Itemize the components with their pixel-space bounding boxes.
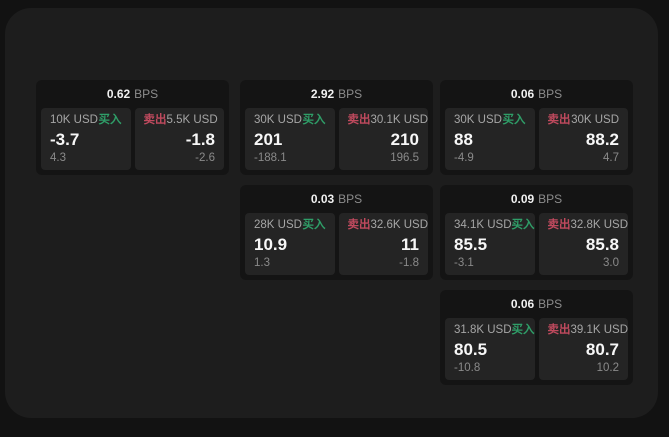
spread-value: 0.03	[310, 192, 335, 206]
buy-side-label: 买入	[98, 114, 122, 126]
buy-delta: -188.1	[254, 152, 287, 164]
spread-value: 0.09	[510, 192, 535, 206]
quote-panels: 28K USD 买入 10.9 1.3 卖出 32.6K USD 11 -1.8	[240, 213, 433, 280]
buy-side-label: 买入	[302, 114, 326, 126]
sell-panel[interactable]: 卖出 32.6K USD 11 -1.8	[338, 213, 429, 275]
sell-price: 210	[390, 129, 419, 149]
sell-panel[interactable]: 卖出 30.1K USD 210 196.5	[338, 108, 429, 170]
sell-notional: 32.8K USD	[570, 219, 629, 231]
sell-side-label: 卖出	[547, 324, 571, 336]
spread-unit: BPS	[338, 192, 363, 206]
sell-price: 11	[401, 234, 419, 254]
buy-panel[interactable]: 34.1K USD 买入 85.5 -3.1	[445, 213, 535, 275]
quote-card[interactable]: 0.06 BPS 30K USD 买入 88 -4.9 卖出 30K USD 8…	[440, 80, 633, 175]
quote-card[interactable]: 0.06 BPS 31.8K USD 买入 80.5 -10.8 卖出 39.1…	[440, 290, 633, 385]
sell-side-label: 卖出	[143, 114, 167, 126]
card-header: 0.06 BPS	[440, 80, 633, 108]
sell-notional: 32.6K USD	[370, 219, 429, 231]
sell-notional: 39.1K USD	[570, 324, 629, 336]
quote-card[interactable]: 0.09 BPS 34.1K USD 买入 85.5 -3.1 卖出 32.8K…	[440, 185, 633, 280]
sell-delta: -1.8	[399, 257, 419, 269]
buy-panel[interactable]: 28K USD 买入 10.9 1.3	[245, 213, 335, 275]
buy-notional: 31.8K USD	[454, 324, 512, 336]
card-header: 0.03 BPS	[240, 185, 433, 213]
spread-unit: BPS	[538, 192, 563, 206]
app-surface: 0.62 BPS 10K USD 买入 -3.7 4.3 卖出 5.5K USD…	[5, 8, 658, 418]
sell-price: 85.8	[585, 234, 619, 254]
sell-delta: 10.2	[596, 362, 619, 374]
buy-side-label: 买入	[502, 114, 526, 126]
buy-delta: -3.1	[454, 257, 474, 269]
buy-panel[interactable]: 30K USD 买入 88 -4.9	[445, 108, 535, 170]
sell-delta: 3.0	[603, 257, 619, 269]
buy-price: 85.5	[454, 234, 488, 254]
card-header: 2.92 BPS	[240, 80, 433, 108]
quote-panels: 30K USD 买入 88 -4.9 卖出 30K USD 88.2 4.7	[440, 108, 633, 175]
card-header: 0.06 BPS	[440, 290, 633, 318]
spread-unit: BPS	[338, 87, 363, 101]
buy-panel[interactable]: 31.8K USD 买入 80.5 -10.8	[445, 318, 535, 380]
buy-notional: 10K USD	[50, 114, 98, 126]
buy-side-label: 买入	[511, 324, 535, 336]
buy-side-label: 买入	[511, 219, 535, 231]
quote-card[interactable]: 0.62 BPS 10K USD 买入 -3.7 4.3 卖出 5.5K USD…	[36, 80, 229, 175]
card-header: 0.62 BPS	[36, 80, 229, 108]
sell-side-label: 卖出	[347, 114, 371, 126]
buy-panel[interactable]: 30K USD 买入 201 -188.1	[245, 108, 335, 170]
sell-delta: -2.6	[195, 152, 215, 164]
quote-panels: 10K USD 买入 -3.7 4.3 卖出 5.5K USD -1.8 -2.…	[36, 108, 229, 175]
buy-side-label: 买入	[302, 219, 326, 231]
sell-price: 80.7	[585, 339, 619, 359]
sell-delta: 196.5	[390, 152, 419, 164]
buy-delta: 1.3	[254, 257, 270, 269]
spread-value: 0.62	[106, 87, 131, 101]
sell-notional: 5.5K USD	[166, 114, 218, 126]
spread-value: 0.06	[510, 297, 535, 311]
card-header: 0.09 BPS	[440, 185, 633, 213]
buy-price: -3.7	[50, 129, 80, 149]
buy-price: 201	[254, 129, 283, 149]
sell-panel[interactable]: 卖出 39.1K USD 80.7 10.2	[538, 318, 629, 380]
sell-notional: 30K USD	[571, 114, 619, 126]
buy-delta: -10.8	[454, 362, 481, 374]
buy-notional: 30K USD	[254, 114, 302, 126]
buy-delta: -4.9	[454, 152, 474, 164]
buy-notional: 30K USD	[454, 114, 502, 126]
sell-side-label: 卖出	[347, 219, 371, 231]
sell-side-label: 卖出	[547, 219, 571, 231]
sell-panel[interactable]: 卖出 30K USD 88.2 4.7	[538, 108, 628, 170]
quote-card[interactable]: 0.03 BPS 28K USD 买入 10.9 1.3 卖出 32.6K US…	[240, 185, 433, 280]
buy-price: 10.9	[254, 234, 288, 254]
buy-notional: 28K USD	[254, 219, 302, 231]
buy-panel[interactable]: 10K USD 买入 -3.7 4.3	[41, 108, 131, 170]
sell-notional: 30.1K USD	[370, 114, 429, 126]
sell-delta: 4.7	[603, 152, 619, 164]
quote-panels: 31.8K USD 买入 80.5 -10.8 卖出 39.1K USD 80.…	[440, 318, 633, 385]
buy-notional: 34.1K USD	[454, 219, 512, 231]
spread-value: 0.06	[510, 87, 535, 101]
quote-card[interactable]: 2.92 BPS 30K USD 买入 201 -188.1 卖出 30.1K …	[240, 80, 433, 175]
spread-value: 2.92	[310, 87, 335, 101]
sell-panel[interactable]: 卖出 5.5K USD -1.8 -2.6	[134, 108, 224, 170]
sell-panel[interactable]: 卖出 32.8K USD 85.8 3.0	[538, 213, 629, 275]
spread-unit: BPS	[538, 87, 563, 101]
buy-price: 80.5	[454, 339, 488, 359]
sell-price: -1.8	[185, 129, 215, 149]
spread-unit: BPS	[538, 297, 563, 311]
quote-panels: 30K USD 买入 201 -188.1 卖出 30.1K USD 210 1…	[240, 108, 433, 175]
buy-delta: 4.3	[50, 152, 66, 164]
buy-price: 88	[454, 129, 473, 149]
quote-panels: 34.1K USD 买入 85.5 -3.1 卖出 32.8K USD 85.8…	[440, 213, 633, 280]
sell-side-label: 卖出	[547, 114, 571, 126]
spread-unit: BPS	[134, 87, 159, 101]
sell-price: 88.2	[585, 129, 619, 149]
